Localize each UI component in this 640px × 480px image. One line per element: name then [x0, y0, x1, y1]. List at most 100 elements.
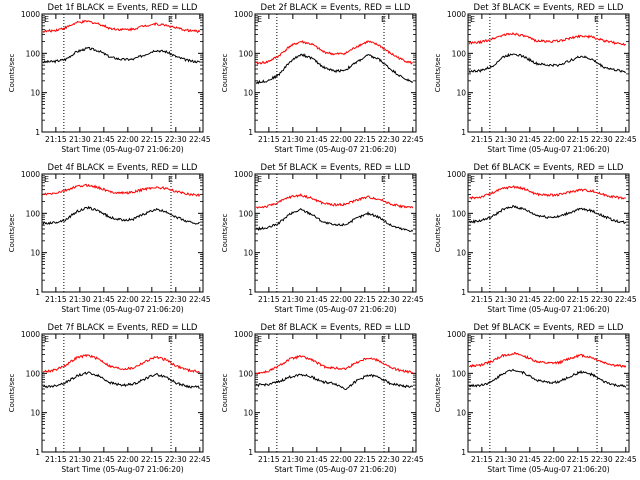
corner-label: E: [381, 175, 386, 184]
x-tick-label: 22:15: [141, 295, 163, 304]
y-tick-label: 1000: [234, 10, 253, 19]
x-axis-label: Start Time (05-Aug-07 21:06:20): [487, 305, 609, 314]
corner-label: E: [257, 15, 262, 24]
y-axis-label: Counts/sec: [221, 214, 229, 253]
y-tick-label: 1: [35, 128, 40, 137]
chart-title: Det 9f BLACK = Events, RED = LLD: [474, 323, 624, 333]
chart-title: Det 2f BLACK = Events, RED = LLD: [261, 3, 411, 13]
x-tick-label: 21:15: [45, 135, 67, 144]
x-tick-label: 22:45: [615, 455, 637, 464]
x-axis-label: Start Time (05-Aug-07 21:06:20): [61, 145, 183, 154]
lld-series-line: [255, 40, 413, 66]
x-tick-label: 22:00: [117, 135, 139, 144]
y-tick-label: 1: [248, 128, 253, 137]
x-tick-label: 21:45: [519, 455, 541, 464]
y-tick-label: 100: [239, 369, 254, 378]
chart-panel-4: Det 4f BLACK = Events, RED = LLD Counts/s…: [8, 163, 211, 314]
x-tick-label: 22:30: [591, 295, 613, 304]
y-tick-label: 1000: [447, 330, 466, 339]
lld-series-line: [42, 354, 201, 374]
events-series-line: [255, 373, 414, 391]
chart-title: Det 1f BLACK = Events, RED = LLD: [48, 3, 198, 13]
y-tick-label: 10: [30, 409, 40, 418]
x-axis-label: Start Time (05-Aug-07 21:06:20): [61, 465, 183, 474]
x-tick-label: 21:15: [258, 295, 280, 304]
x-tick-label: 22:30: [165, 295, 187, 304]
y-axis-label: Counts/sec: [8, 214, 16, 253]
corner-label: E: [470, 335, 475, 344]
y-tick-label: 1000: [447, 170, 466, 179]
y-tick-label: 1: [461, 288, 466, 297]
lld-series-line: [255, 193, 414, 210]
y-tick-label: 100: [26, 209, 41, 218]
x-tick-label: 22:15: [567, 135, 589, 144]
y-tick-label: 1: [461, 128, 466, 137]
x-tick-label: 22:00: [330, 455, 352, 464]
y-axis-label: Counts/sec: [434, 54, 442, 93]
plot-frame: [467, 333, 630, 453]
plot-frame: [254, 333, 417, 453]
x-tick-label: 22:45: [615, 295, 637, 304]
x-tick-label: 22:45: [615, 135, 637, 144]
corner-label: E: [168, 15, 173, 24]
x-tick-label: 21:15: [45, 455, 67, 464]
y-axis-label: Counts/sec: [221, 374, 229, 413]
x-tick-label: 22:30: [378, 135, 400, 144]
x-tick-label: 21:30: [282, 455, 304, 464]
chart-title: Det 6f BLACK = Events, RED = LLD: [474, 163, 624, 173]
chart-panel-3: Det 3f BLACK = Events, RED = LLD Counts/s…: [434, 3, 637, 154]
x-tick-label: 21:30: [69, 295, 91, 304]
y-tick-label: 1: [461, 448, 466, 457]
x-axis-label: Start Time (05-Aug-07 21:06:20): [274, 465, 396, 474]
y-axis-label: Counts/sec: [434, 214, 442, 253]
plot-frame: [254, 173, 417, 293]
events-series-line: [255, 208, 414, 232]
x-tick-label: 22:30: [591, 135, 613, 144]
events-series-line: [255, 53, 414, 85]
plot-frame: [254, 13, 417, 133]
y-tick-label: 100: [239, 209, 254, 218]
x-tick-label: 22:45: [189, 455, 211, 464]
x-tick-label: 22:00: [543, 455, 565, 464]
x-tick-label: 21:30: [69, 135, 91, 144]
x-tick-label: 22:15: [354, 295, 376, 304]
x-tick-label: 21:30: [495, 135, 517, 144]
chart-title: Det 8f BLACK = Events, RED = LLD: [261, 323, 411, 333]
x-tick-label: 22:30: [378, 295, 400, 304]
corner-label: E: [470, 175, 475, 184]
x-axis-label: Start Time (05-Aug-07 21:06:20): [487, 145, 609, 154]
chart-panel-7: Det 7f BLACK = Events, RED = LLD Counts/s…: [8, 323, 211, 474]
corner-label: E: [257, 335, 262, 344]
y-tick-label: 10: [243, 249, 253, 258]
corner-label: E: [168, 335, 173, 344]
corner-label: E: [44, 15, 49, 24]
x-axis-label: Start Time (05-Aug-07 21:06:20): [274, 145, 396, 154]
chart-panel-5: Det 5f BLACK = Events, RED = LLD Counts/s…: [221, 163, 424, 314]
y-axis-label: Counts/sec: [8, 374, 16, 413]
y-tick-label: 10: [456, 409, 466, 418]
chart-panel-2: Det 2f BLACK = Events, RED = LLD Counts/s…: [221, 3, 424, 154]
x-tick-label: 22:45: [402, 295, 424, 304]
x-tick-label: 21:45: [306, 295, 328, 304]
y-tick-label: 1: [248, 448, 253, 457]
x-tick-label: 22:00: [543, 135, 565, 144]
x-tick-label: 21:30: [69, 455, 91, 464]
y-tick-label: 1000: [21, 170, 40, 179]
x-tick-label: 22:45: [402, 135, 424, 144]
x-tick-label: 21:30: [282, 295, 304, 304]
x-tick-label: 22:00: [117, 295, 139, 304]
x-tick-label: 21:45: [93, 455, 115, 464]
y-tick-label: 100: [26, 49, 41, 58]
y-axis-label: Counts/sec: [221, 54, 229, 93]
corner-label: E: [257, 175, 262, 184]
corner-label: E: [44, 335, 49, 344]
y-tick-label: 100: [452, 209, 467, 218]
x-tick-label: 22:00: [330, 295, 352, 304]
x-tick-label: 22:30: [591, 455, 613, 464]
x-tick-label: 22:45: [189, 135, 211, 144]
chart-panel-9: Det 9f BLACK = Events, RED = LLD Counts/s…: [434, 323, 637, 474]
y-tick-label: 10: [243, 89, 253, 98]
y-tick-label: 10: [243, 409, 253, 418]
y-tick-label: 1000: [234, 170, 253, 179]
